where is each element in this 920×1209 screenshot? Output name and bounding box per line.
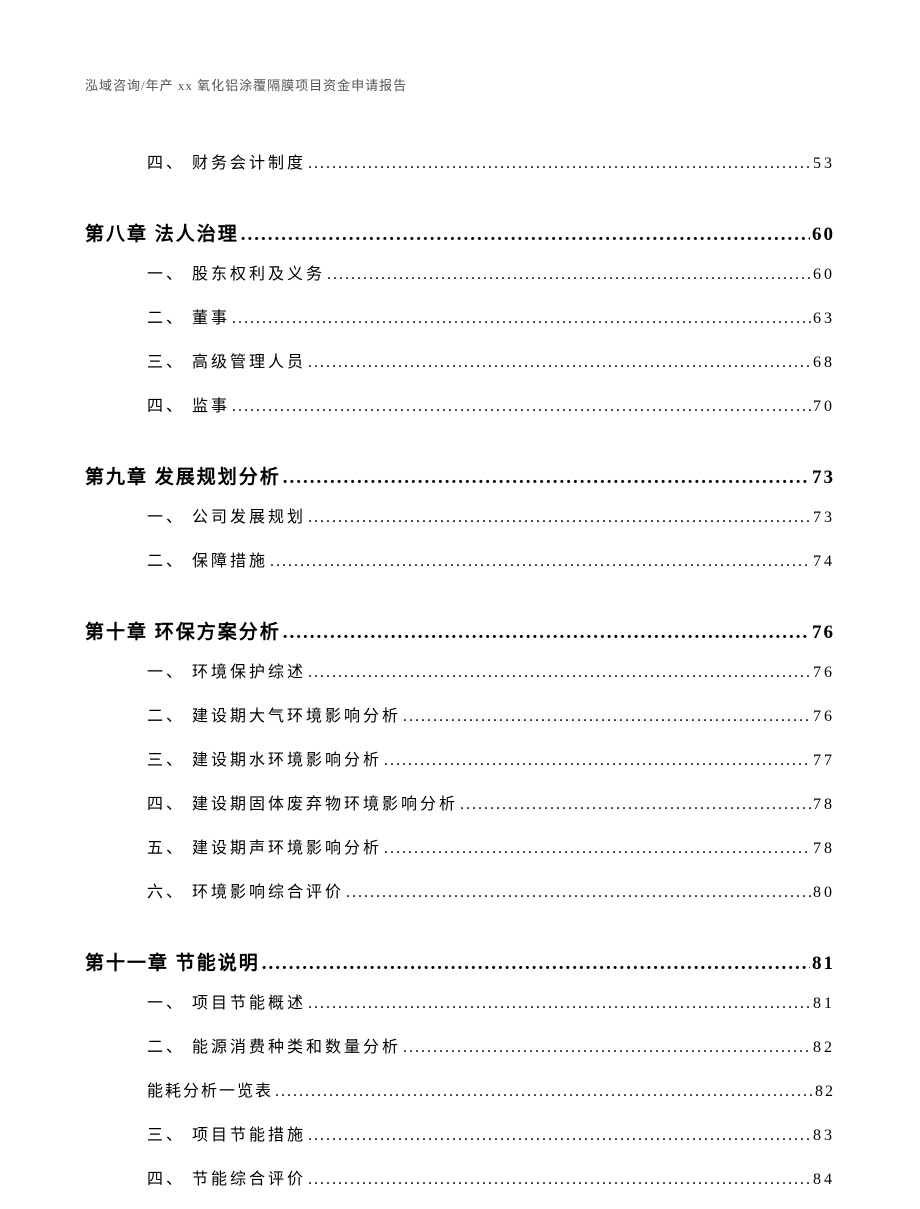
toc-dot-leader: ........................................… (308, 995, 811, 1013)
toc-entry-page: 80 (813, 884, 835, 902)
toc-chapter-entry: 第十章 环保方案分析 .............................… (85, 617, 835, 644)
toc-dot-leader: ........................................… (327, 266, 811, 284)
toc-dot-leader: ........................................… (403, 708, 811, 726)
toc-entry-page: 81 (813, 995, 835, 1013)
toc-entry-page: 76 (812, 622, 835, 644)
toc-entry-label: 一、 公司发展规划 (147, 503, 306, 527)
toc-dot-leader: ........................................… (308, 1127, 811, 1145)
toc-entry-label: 二、 建设期大气环境影响分析 (147, 702, 401, 726)
toc-sub-entry: 二、 董事...................................… (147, 304, 835, 328)
toc-dot-leader: ........................................… (308, 1171, 811, 1189)
toc-sub-entry: 一、 项目节能概述...............................… (147, 989, 835, 1013)
toc-sub-entry: 四、 建设期固体废弃物环境影响分析.......................… (147, 790, 835, 814)
toc-dot-leader: ........................................… (308, 664, 811, 682)
toc-entry-label: 能耗分析一览表 (147, 1077, 273, 1101)
toc-dot-leader: ........................................… (384, 840, 811, 858)
toc-entry-label: 二、 能源消费种类和数量分析 (147, 1033, 401, 1057)
toc-entry-label: 二、 保障措施 (147, 547, 268, 571)
toc-sub-entry: 三、 项目节能措施...............................… (147, 1121, 835, 1145)
toc-sub-entry: 六、 环境影响综合评价.............................… (147, 878, 835, 902)
toc-entry-label: 第八章 法人治理 (85, 219, 239, 246)
toc-dot-leader: ........................................… (308, 509, 811, 527)
toc-entry-page: 74 (813, 553, 835, 571)
toc-dot-leader: ........................................… (403, 1039, 811, 1057)
toc-entry-label: 一、 项目节能概述 (147, 989, 306, 1013)
toc-entry-page: 68 (813, 354, 835, 372)
toc-sub-entry: 一、 环境保护综述...............................… (147, 658, 835, 682)
header-text: 泓域咨询/年产 xx 氧化铝涂覆隔膜项目资金申请报告 (85, 78, 407, 93)
toc-entry-label: 第九章 发展规划分析 (85, 462, 281, 489)
toc-entry-page: 63 (813, 310, 835, 328)
toc-entry-page: 60 (812, 224, 835, 246)
toc-entry-label: 四、 建设期固体废弃物环境影响分析 (147, 790, 458, 814)
toc-dot-leader: ........................................… (283, 622, 810, 644)
toc-sub-entry: 能耗分析一览表.................................… (147, 1077, 835, 1101)
toc-chapter-entry: 第八章 法人治理 ...............................… (85, 219, 835, 246)
toc-sub-entry: 三、 高级管理人员...............................… (147, 348, 835, 372)
toc-sub-entry: 五、 建设期声环境影响分析...........................… (147, 834, 835, 858)
toc-sub-entry: 一、 公司发展规划...............................… (147, 503, 835, 527)
toc-entry-label: 三、 项目节能措施 (147, 1121, 306, 1145)
toc-entry-label: 第十章 环保方案分析 (85, 617, 281, 644)
toc-entry-page: 76 (813, 708, 835, 726)
toc-entry-label: 一、 股东权利及义务 (147, 260, 325, 284)
table-of-contents: 四、 财务会计制度...............................… (85, 149, 835, 1209)
toc-entry-page: 83 (813, 1127, 835, 1145)
toc-dot-leader: ........................................… (241, 224, 810, 246)
toc-entry-page: 73 (812, 467, 835, 489)
toc-entry-page: 70 (813, 398, 835, 416)
toc-sub-entry: 四、 财务会计制度...............................… (147, 149, 835, 173)
toc-entry-label: 四、 监事 (147, 392, 230, 416)
toc-entry-label: 二、 董事 (147, 304, 230, 328)
toc-entry-page: 60 (813, 266, 835, 284)
toc-chapter-entry: 第十一章 节能说明 ..............................… (85, 948, 835, 975)
toc-dot-leader: ........................................… (275, 1083, 813, 1101)
toc-sub-entry: 二、 能源消费种类和数量分析..........................… (147, 1033, 835, 1057)
toc-dot-leader: ........................................… (232, 398, 811, 416)
toc-entry-page: 81 (812, 953, 835, 975)
toc-chapter-entry: 第九章 发展规划分析 .............................… (85, 462, 835, 489)
toc-entry-label: 三、 建设期水环境影响分析 (147, 746, 382, 770)
toc-entry-page: 53 (813, 155, 835, 173)
toc-entry-label: 六、 环境影响综合评价 (147, 878, 344, 902)
toc-dot-leader: ........................................… (460, 796, 811, 814)
toc-dot-leader: ........................................… (283, 467, 810, 489)
toc-dot-leader: ........................................… (384, 752, 811, 770)
toc-entry-label: 五、 建设期声环境影响分析 (147, 834, 382, 858)
toc-entry-page: 84 (813, 1171, 835, 1189)
toc-entry-label: 三、 高级管理人员 (147, 348, 306, 372)
toc-entry-page: 78 (813, 796, 835, 814)
toc-sub-entry: 二、 建设期大气环境影响分析..........................… (147, 702, 835, 726)
toc-sub-entry: 二、 保障措施.................................… (147, 547, 835, 571)
toc-entry-page: 76 (813, 664, 835, 682)
toc-entry-page: 78 (813, 840, 835, 858)
toc-entry-label: 四、 节能综合评价 (147, 1165, 306, 1189)
toc-dot-leader: ........................................… (346, 884, 811, 902)
toc-entry-page: 77 (813, 752, 835, 770)
toc-entry-label: 一、 环境保护综述 (147, 658, 306, 682)
toc-sub-entry: 四、 节能综合评价...............................… (147, 1165, 835, 1189)
toc-entry-label: 四、 财务会计制度 (147, 149, 306, 173)
toc-entry-label: 第十一章 节能说明 (85, 948, 260, 975)
toc-entry-page: 73 (813, 509, 835, 527)
document-header: 泓域咨询/年产 xx 氧化铝涂覆隔膜项目资金申请报告 (85, 75, 835, 94)
toc-entry-page: 82 (813, 1039, 835, 1057)
toc-entry-page: 82 (815, 1083, 835, 1101)
toc-dot-leader: ........................................… (308, 354, 811, 372)
toc-dot-leader: ........................................… (262, 953, 810, 975)
toc-dot-leader: ........................................… (232, 310, 811, 328)
toc-dot-leader: ........................................… (270, 553, 811, 571)
toc-sub-entry: 四、 监事...................................… (147, 392, 835, 416)
toc-sub-entry: 三、 建设期水环境影响分析...........................… (147, 746, 835, 770)
toc-sub-entry: 一、 股东权利及义务..............................… (147, 260, 835, 284)
toc-dot-leader: ........................................… (308, 155, 811, 173)
